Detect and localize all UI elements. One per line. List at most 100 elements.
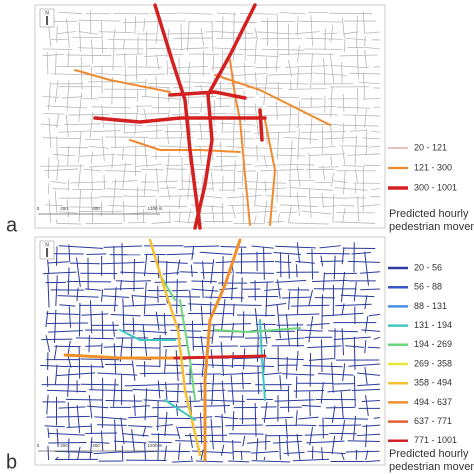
street <box>179 299 196 401</box>
street <box>211 22 214 53</box>
street <box>371 130 381 133</box>
street <box>148 441 172 444</box>
street <box>337 124 379 127</box>
street <box>131 294 135 307</box>
street <box>330 122 333 146</box>
street <box>242 192 245 224</box>
street <box>155 75 158 90</box>
street <box>345 37 367 41</box>
street <box>214 415 239 420</box>
street <box>342 165 363 167</box>
street <box>365 424 368 448</box>
legend-label: 269 - 358 <box>414 358 452 368</box>
street <box>165 381 168 400</box>
street <box>181 95 217 98</box>
street <box>69 181 107 184</box>
street <box>89 437 93 461</box>
street <box>156 424 173 427</box>
street <box>340 272 346 302</box>
street <box>143 173 147 196</box>
street <box>279 375 282 390</box>
street <box>113 39 115 51</box>
street <box>307 450 346 455</box>
street <box>154 281 187 283</box>
street <box>166 125 169 144</box>
street <box>298 416 319 420</box>
street <box>233 160 236 193</box>
street <box>365 394 369 417</box>
street <box>358 81 381 85</box>
street <box>183 245 220 248</box>
street <box>225 424 263 427</box>
street <box>310 15 314 47</box>
street <box>241 371 244 390</box>
street <box>200 399 245 402</box>
street <box>322 205 338 208</box>
street <box>260 168 304 172</box>
street <box>187 20 190 52</box>
legend-title: pedestrian movement <box>389 221 474 233</box>
street <box>233 260 274 263</box>
street <box>68 306 72 328</box>
street <box>173 354 267 360</box>
scale-label: 1200 m <box>147 206 162 211</box>
street <box>165 260 168 287</box>
street <box>200 28 205 46</box>
street <box>308 196 347 199</box>
street <box>91 39 94 64</box>
street <box>197 389 226 392</box>
scale-label: 200 <box>60 206 68 211</box>
street <box>108 205 146 207</box>
street <box>212 164 252 168</box>
street <box>279 12 307 15</box>
street <box>362 97 381 100</box>
street <box>143 282 147 315</box>
street <box>46 52 49 75</box>
street <box>214 327 301 334</box>
street <box>188 303 217 306</box>
street <box>180 180 200 184</box>
street <box>235 272 274 274</box>
street <box>362 11 366 34</box>
legend-label: 20 - 56 <box>414 262 442 272</box>
street <box>281 296 311 299</box>
street <box>135 164 162 167</box>
panel-label: a <box>6 214 18 236</box>
street <box>111 153 114 169</box>
street <box>256 337 259 362</box>
street <box>156 54 160 70</box>
street <box>274 399 315 402</box>
street <box>338 204 355 207</box>
street <box>67 145 69 166</box>
street <box>254 403 257 437</box>
street <box>211 324 215 344</box>
street <box>304 433 329 436</box>
street <box>75 257 81 288</box>
street <box>67 402 70 428</box>
street <box>312 72 347 76</box>
street <box>320 382 324 404</box>
street <box>265 281 268 317</box>
street <box>179 271 198 274</box>
street <box>48 81 51 111</box>
street <box>295 410 298 426</box>
street <box>362 424 381 427</box>
street <box>232 118 235 151</box>
street <box>263 74 268 105</box>
street <box>342 363 346 382</box>
street <box>340 391 344 419</box>
street <box>221 380 226 414</box>
street <box>152 106 185 109</box>
street <box>46 415 90 418</box>
street <box>164 399 196 421</box>
street <box>100 289 104 302</box>
street <box>340 420 346 441</box>
street <box>318 424 362 427</box>
street <box>275 101 278 120</box>
street <box>90 441 110 444</box>
street <box>134 15 137 35</box>
street <box>92 130 121 133</box>
street <box>221 202 224 224</box>
streets-a <box>40 10 381 225</box>
street <box>143 137 148 168</box>
